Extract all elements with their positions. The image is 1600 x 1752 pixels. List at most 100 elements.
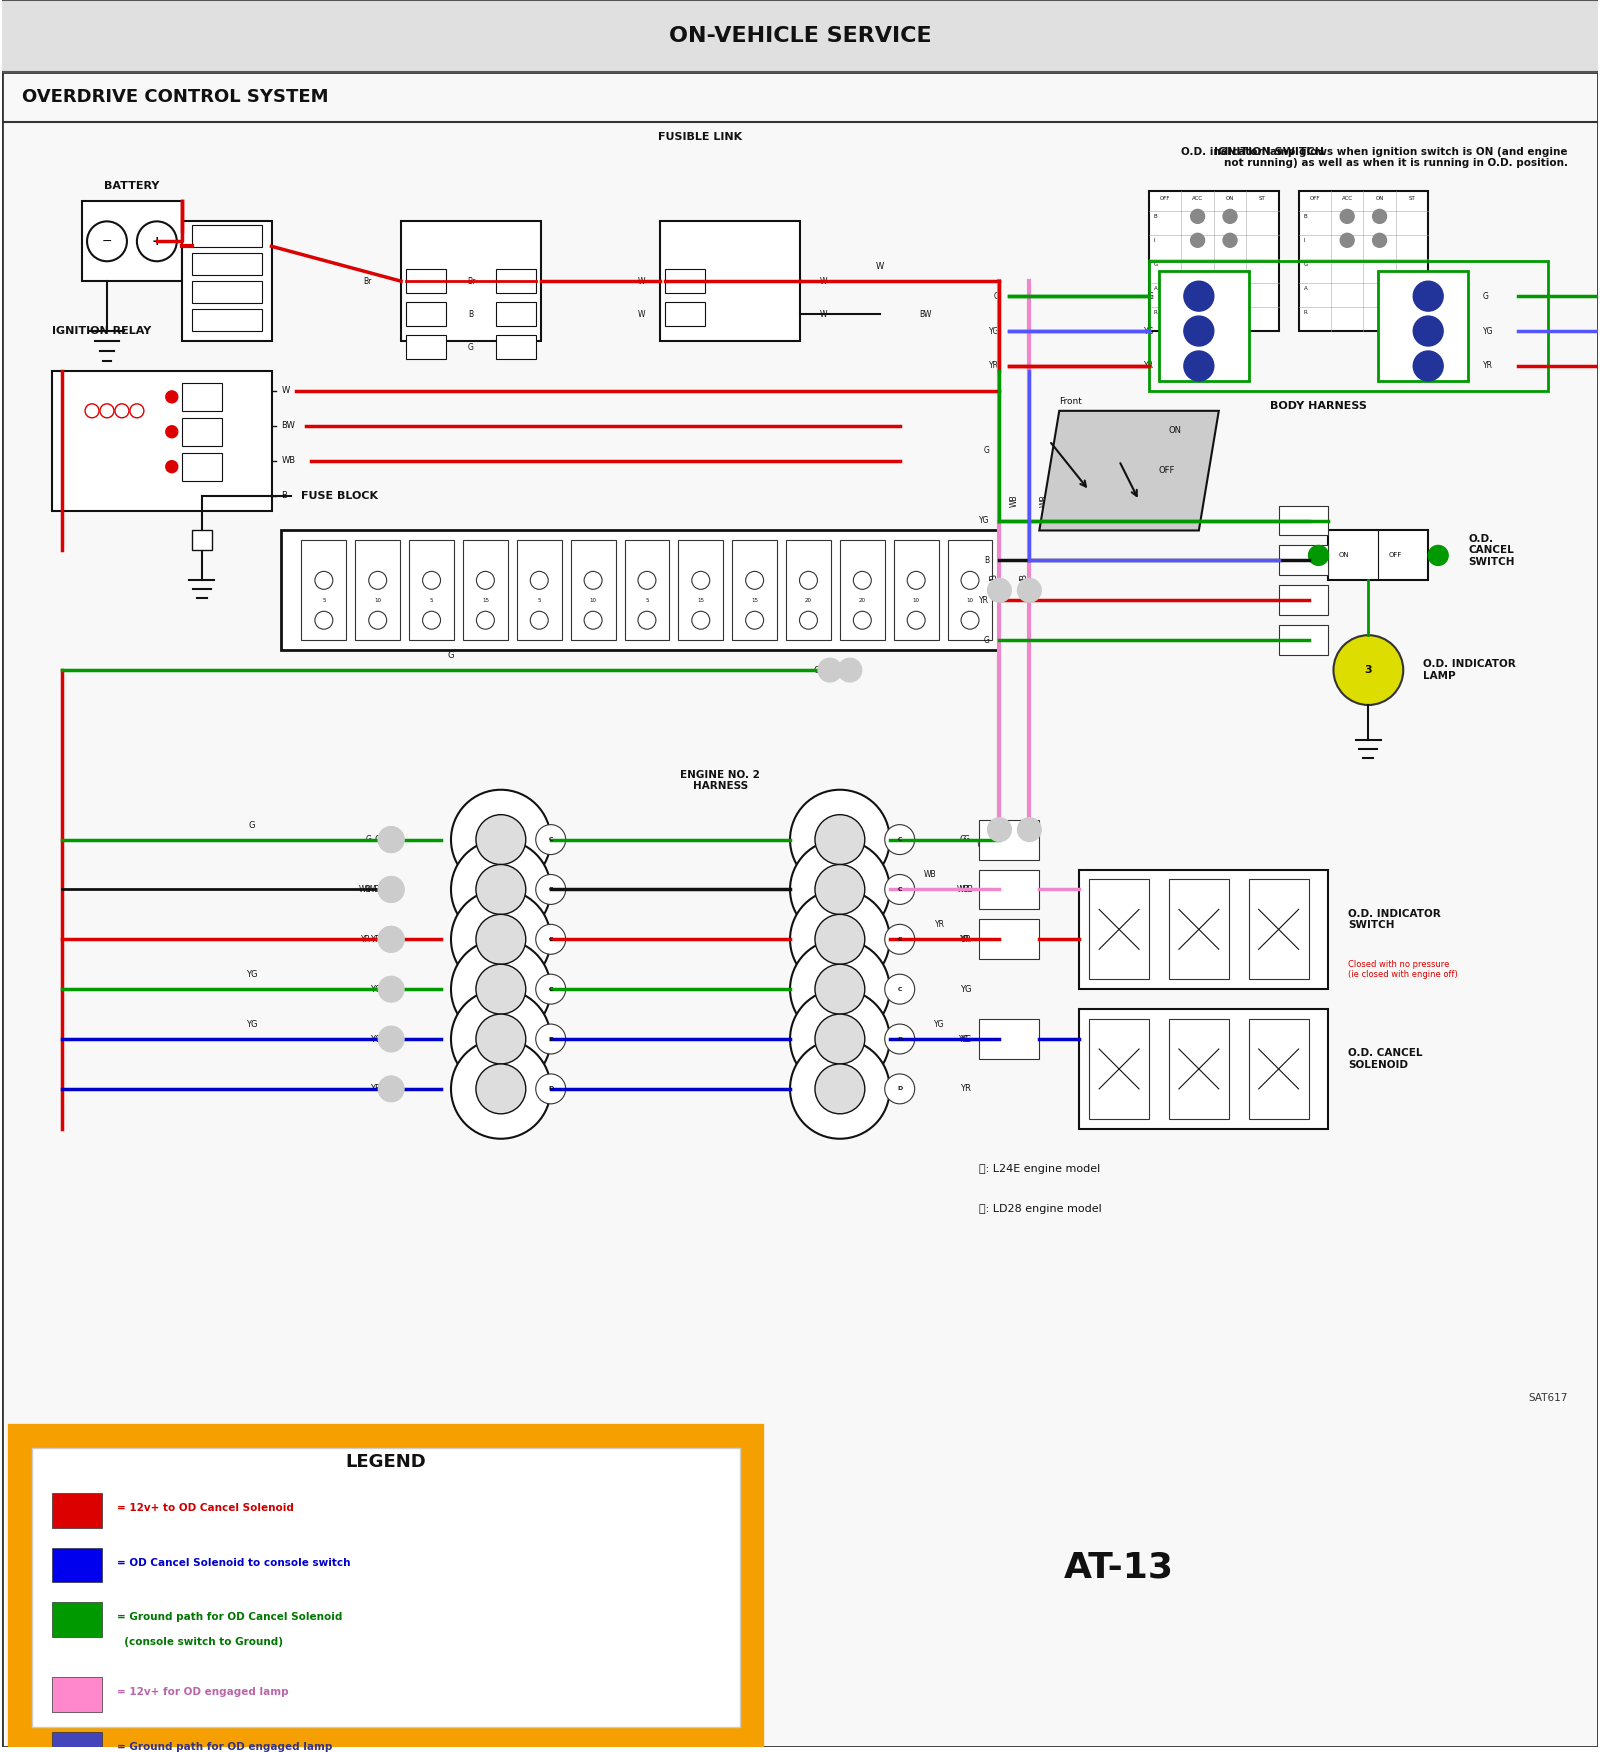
Circle shape — [962, 611, 979, 629]
Text: O.D. INDICATOR
LAMP: O.D. INDICATOR LAMP — [1424, 659, 1515, 682]
Polygon shape — [1040, 410, 1219, 531]
Circle shape — [530, 611, 549, 629]
Circle shape — [475, 964, 526, 1014]
Text: O.D.
CANCEL
SWITCH: O.D. CANCEL SWITCH — [1469, 534, 1515, 568]
Text: ACC: ACC — [1342, 196, 1352, 201]
Circle shape — [885, 925, 915, 955]
Circle shape — [638, 571, 656, 589]
Circle shape — [814, 964, 866, 1014]
Circle shape — [378, 1076, 405, 1102]
Bar — [496, 335, 536, 359]
Circle shape — [475, 815, 526, 864]
Text: G: G — [1154, 261, 1158, 266]
Bar — [182, 384, 222, 410]
Circle shape — [1222, 233, 1237, 247]
Bar — [406, 270, 446, 293]
Circle shape — [530, 571, 549, 589]
Text: YG: YG — [370, 1034, 381, 1044]
Text: G: G — [1483, 291, 1490, 301]
Circle shape — [885, 1074, 915, 1104]
Circle shape — [814, 815, 866, 864]
Bar — [1278, 585, 1328, 615]
Text: = 12v+ for OD engaged lamp: = 12v+ for OD engaged lamp — [117, 1687, 288, 1698]
Text: YG: YG — [370, 985, 381, 993]
Bar — [1158, 272, 1248, 380]
Bar — [678, 540, 723, 639]
Text: YR: YR — [934, 920, 944, 929]
Text: WB: WB — [960, 885, 974, 894]
Circle shape — [1373, 233, 1387, 247]
Circle shape — [536, 874, 566, 904]
Circle shape — [477, 611, 494, 629]
Circle shape — [1190, 233, 1205, 247]
Circle shape — [1018, 818, 1042, 841]
Circle shape — [987, 818, 1011, 841]
Circle shape — [315, 571, 333, 589]
Circle shape — [1184, 315, 1214, 345]
Circle shape — [838, 659, 862, 682]
Bar — [979, 869, 1040, 909]
Circle shape — [584, 611, 602, 629]
Text: WB: WB — [358, 885, 371, 894]
Circle shape — [475, 1063, 526, 1114]
Circle shape — [422, 611, 440, 629]
Text: 15: 15 — [482, 597, 490, 603]
Text: YG: YG — [246, 1020, 258, 1028]
Text: O.D. indicator lamp glows when ignition switch is ON (and engine
not running) as: O.D. indicator lamp glows when ignition … — [1181, 147, 1568, 168]
Circle shape — [1341, 233, 1354, 247]
Bar — [192, 531, 211, 550]
Text: G: G — [960, 836, 966, 844]
Bar — [666, 301, 706, 326]
Text: BW: BW — [282, 420, 296, 431]
Text: C: C — [898, 937, 902, 943]
Text: 15: 15 — [698, 597, 704, 603]
Bar — [733, 540, 778, 639]
Bar — [1248, 1020, 1309, 1120]
Circle shape — [536, 1074, 566, 1104]
Text: YR: YR — [960, 936, 970, 944]
Circle shape — [691, 571, 710, 589]
Text: ON: ON — [1339, 552, 1349, 559]
Bar — [182, 221, 272, 342]
Text: FUSIBLE LINK: FUSIBLE LINK — [658, 131, 742, 142]
Text: WB: WB — [366, 885, 381, 894]
Text: YR: YR — [370, 936, 381, 944]
Circle shape — [790, 890, 890, 990]
Text: ST: ST — [1259, 196, 1266, 201]
Text: ⓖ: L24E engine model: ⓖ: L24E engine model — [979, 1163, 1101, 1174]
Circle shape — [691, 611, 710, 629]
Bar — [661, 221, 800, 342]
Circle shape — [101, 405, 114, 417]
Text: C: C — [549, 986, 554, 992]
Circle shape — [962, 571, 979, 589]
Circle shape — [451, 790, 550, 890]
Text: YR: YR — [370, 1084, 381, 1093]
Circle shape — [166, 461, 178, 473]
Circle shape — [814, 1014, 866, 1063]
Text: 10: 10 — [374, 597, 381, 603]
Text: 5: 5 — [322, 597, 326, 603]
Text: D: D — [549, 1086, 554, 1091]
Bar — [462, 540, 507, 639]
Circle shape — [853, 571, 872, 589]
Bar — [666, 270, 706, 293]
Bar — [182, 452, 222, 480]
Circle shape — [475, 915, 526, 964]
Circle shape — [475, 1014, 526, 1063]
Circle shape — [85, 405, 99, 417]
Circle shape — [800, 571, 818, 589]
Text: 20: 20 — [859, 597, 866, 603]
Circle shape — [451, 890, 550, 990]
Bar — [1090, 880, 1149, 979]
Bar — [53, 1603, 102, 1638]
Text: OFF: OFF — [1158, 466, 1176, 475]
Text: YG: YG — [934, 1020, 946, 1028]
Text: YR: YR — [1483, 361, 1493, 370]
Text: R: R — [1154, 310, 1158, 315]
Bar — [1299, 191, 1429, 331]
Circle shape — [86, 221, 126, 261]
Circle shape — [1018, 578, 1042, 603]
Circle shape — [130, 405, 144, 417]
Circle shape — [536, 825, 566, 855]
Circle shape — [814, 864, 866, 915]
